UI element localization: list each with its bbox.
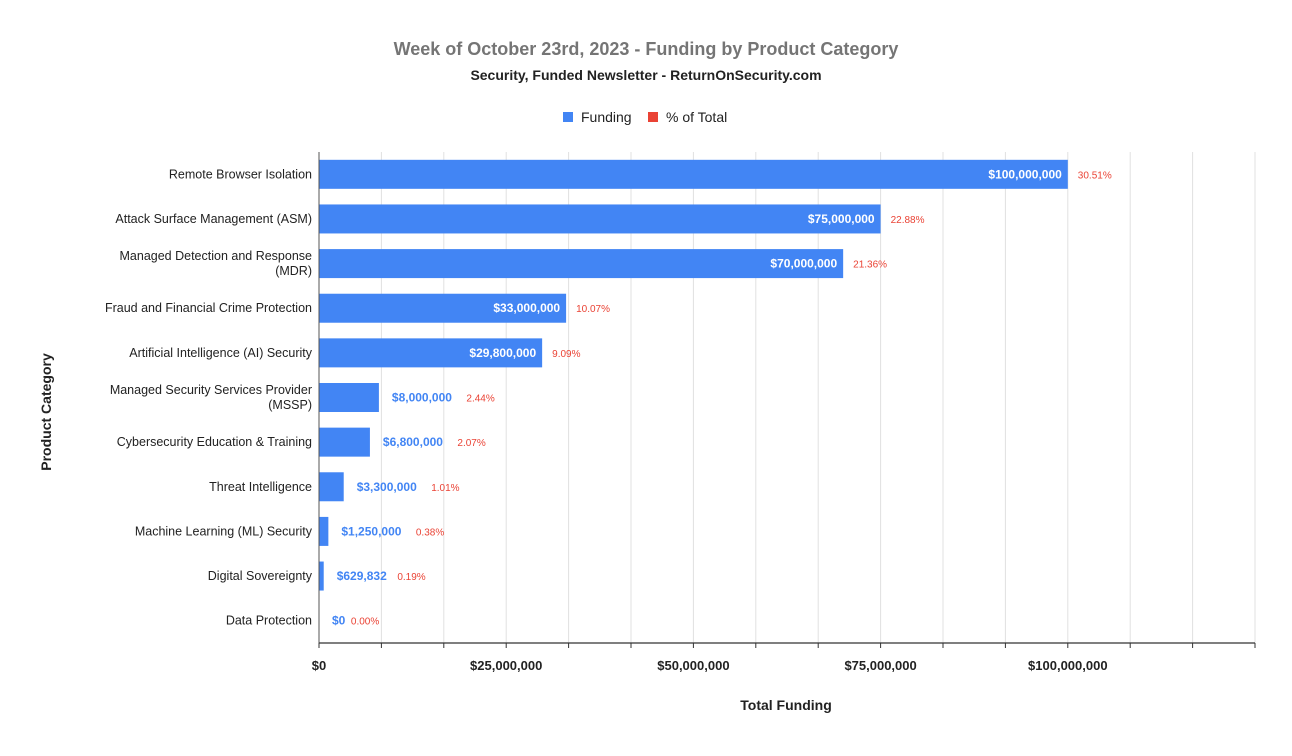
percent-label: 0.19% — [397, 572, 425, 583]
category-label: Managed Security Services Provider — [110, 383, 312, 397]
x-tick-label: $0 — [312, 658, 326, 673]
bar — [319, 383, 379, 412]
x-tick-label: $50,000,000 — [657, 658, 729, 673]
y-axis-title: Product Category — [38, 353, 54, 471]
percent-label: 21.36% — [853, 260, 887, 271]
gridlines — [380, 152, 1256, 643]
value-label: $6,800,000 — [383, 435, 443, 449]
chart-subtitle: Security, Funded Newsletter - ReturnOnSe… — [470, 67, 821, 83]
legend-label-percent: % of Total — [666, 109, 727, 125]
legend-label-funding: Funding — [581, 109, 632, 125]
bar — [319, 249, 844, 279]
value-label: $70,000,000 — [770, 257, 837, 271]
category-label: (MDR) — [275, 264, 312, 278]
category-label: (MSSP) — [268, 398, 312, 412]
value-label: $1,250,000 — [341, 524, 401, 538]
value-label: $0 — [332, 614, 346, 628]
value-label: $29,800,000 — [469, 346, 536, 360]
x-tick-label: $100,000,000 — [1028, 658, 1108, 673]
percent-label: 0.00% — [351, 617, 379, 628]
value-label: $33,000,000 — [493, 301, 560, 315]
bars — [319, 159, 1068, 591]
data-labels: $100,000,000 30.51% $75,000,000 22.88% $70,0… — [332, 167, 1112, 627]
category-label: Remote Browser Isolation — [169, 167, 312, 181]
percent-label: 22.88% — [891, 215, 925, 226]
x-axis-title: Total Funding — [740, 697, 832, 713]
bar — [319, 472, 344, 502]
percent-label: 1.01% — [431, 483, 459, 494]
category-label: Machine Learning (ML) Security — [135, 524, 313, 538]
value-label: $75,000,000 — [808, 212, 875, 226]
percent-label: 10.07% — [576, 304, 610, 315]
category-label: Fraud and Financial Crime Protection — [105, 301, 312, 315]
category-label: Threat Intelligence — [209, 480, 312, 494]
bar — [319, 516, 329, 546]
category-label: Cybersecurity Education & Training — [117, 435, 312, 449]
percent-label: 0.38% — [416, 527, 444, 538]
value-label: $3,300,000 — [357, 480, 417, 494]
legend-swatch-percent — [648, 112, 658, 122]
percent-label: 2.07% — [457, 438, 485, 449]
category-label: Managed Detection and Response — [120, 249, 313, 263]
legend: Funding % of Total — [563, 109, 727, 125]
chart-title: Week of October 23rd, 2023 - Funding by … — [394, 39, 899, 59]
category-label: Digital Sovereignty — [208, 569, 313, 583]
percent-label: 2.44% — [466, 394, 494, 405]
x-tick-label: $75,000,000 — [844, 658, 916, 673]
value-label: $629,832 — [337, 569, 387, 583]
x-axis: $0 $25,000,000 $50,000,000 $75,000,000 $100,… — [312, 152, 1256, 673]
category-labels: Remote Browser Isolation Attack Surface M… — [105, 167, 313, 627]
bar — [319, 159, 1068, 189]
legend-swatch-funding — [563, 112, 573, 122]
category-label: Attack Surface Management (ASM) — [115, 212, 312, 226]
category-label: Artificial Intelligence (AI) Security — [129, 346, 312, 360]
value-label: $8,000,000 — [392, 391, 452, 405]
bar — [319, 293, 567, 323]
x-tick-label: $25,000,000 — [470, 658, 542, 673]
bar — [319, 204, 881, 234]
percent-label: 9.09% — [552, 349, 580, 360]
value-label: $100,000,000 — [988, 167, 1062, 181]
bar — [319, 427, 370, 457]
category-label: Data Protection — [226, 614, 312, 628]
percent-label: 30.51% — [1078, 170, 1112, 181]
bar — [319, 338, 543, 368]
bar — [319, 561, 324, 591]
